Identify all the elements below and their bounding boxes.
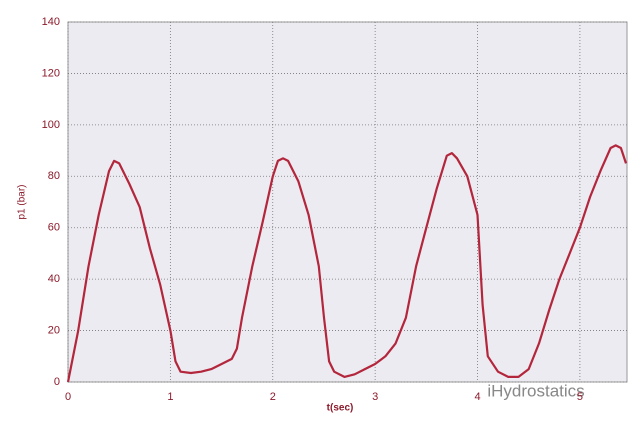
y-tick-label: 40 bbox=[48, 273, 60, 285]
y-tick-label: 20 bbox=[48, 324, 60, 336]
x-tick-label: 0 bbox=[65, 391, 71, 403]
x-tick-label: 1 bbox=[167, 391, 173, 403]
x-tick-label: 4 bbox=[474, 391, 480, 403]
x-tick-label: 5 bbox=[577, 391, 583, 403]
y-tick-label: 0 bbox=[54, 376, 60, 388]
y-axis-label: p1 (bar) bbox=[17, 184, 28, 219]
y-tick-label: 120 bbox=[42, 67, 60, 79]
y-tick-label: 80 bbox=[48, 170, 60, 182]
y-tick-label: 60 bbox=[48, 222, 60, 234]
line-series bbox=[66, 144, 628, 383]
plot-area bbox=[67, 21, 628, 383]
x-tick-label: 2 bbox=[270, 391, 276, 403]
x-tick-label: 3 bbox=[372, 391, 378, 403]
y-tick-label: 140 bbox=[42, 16, 60, 28]
x-axis-label: t(sec) bbox=[327, 403, 354, 414]
watermark: iHydrostatics bbox=[487, 381, 584, 400]
y-tick-label: 100 bbox=[42, 119, 60, 131]
